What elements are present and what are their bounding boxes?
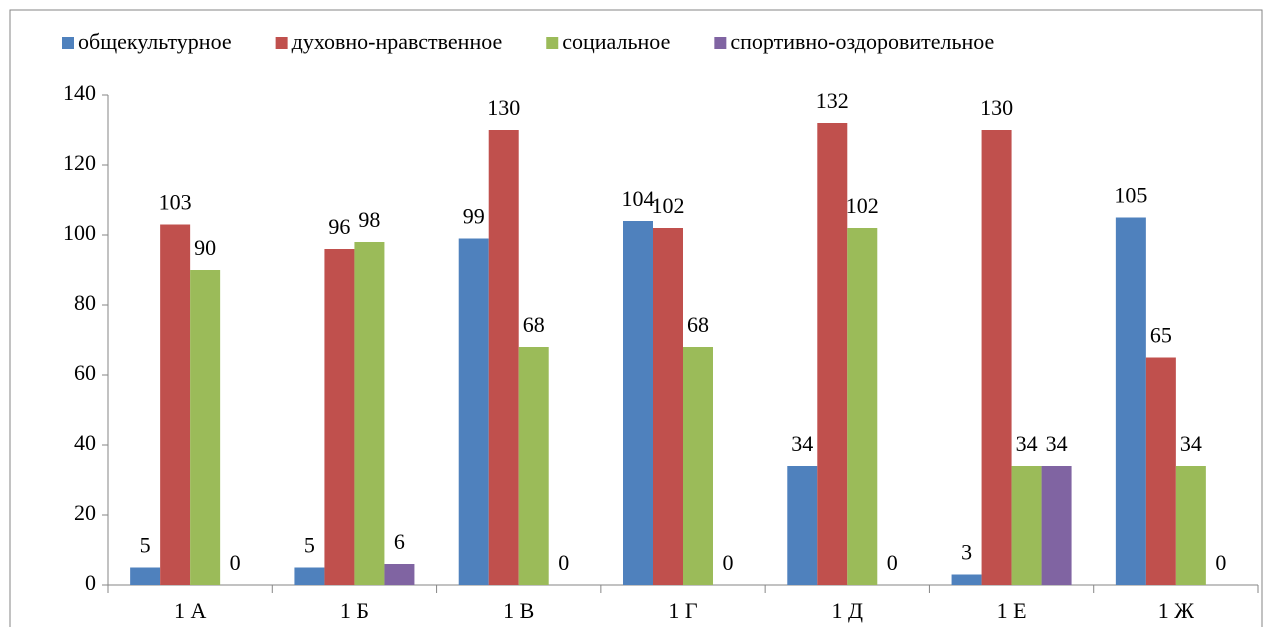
bar (160, 224, 191, 585)
bar (847, 228, 878, 585)
chart-frame (9, 9, 1263, 627)
data-label: 0 (558, 550, 569, 575)
x-tick-label: 1 Е (997, 598, 1027, 623)
data-label: 132 (816, 88, 849, 113)
legend-swatch (275, 37, 288, 49)
data-label: 103 (159, 190, 192, 215)
bar (1175, 466, 1206, 585)
bar (623, 221, 653, 585)
data-label: 65 (1150, 323, 1172, 348)
y-tick-label: 60 (74, 360, 96, 385)
y-tick-label: 80 (74, 290, 96, 315)
y-tick-label: 120 (63, 150, 96, 175)
bar (488, 130, 519, 585)
data-label: 3 (961, 540, 972, 565)
legend-swatch (62, 37, 74, 49)
data-label: 90 (194, 235, 216, 260)
bar (190, 270, 221, 585)
data-label: 0 (230, 550, 241, 575)
data-label: 6 (394, 529, 405, 554)
bar (384, 564, 415, 585)
data-label: 130 (980, 95, 1013, 120)
y-tick-label: 40 (74, 430, 96, 455)
data-label: 0 (887, 550, 898, 575)
x-tick-label: 1 А (174, 598, 207, 623)
x-tick-label: 1 Б (340, 598, 369, 623)
bar (458, 238, 489, 585)
bar (518, 347, 549, 585)
data-label: 0 (1215, 550, 1226, 575)
legend-swatch (546, 37, 559, 49)
bar (1041, 466, 1072, 585)
legend-label: социальное (562, 29, 670, 54)
data-label: 34 (1046, 431, 1068, 456)
data-label: 96 (328, 214, 350, 239)
bar (951, 574, 982, 585)
data-label: 68 (523, 312, 545, 337)
legend-label: духовно-нравственное (292, 29, 503, 54)
data-label: 99 (463, 204, 485, 229)
legend-label: спортивно-оздоровительное (730, 29, 994, 54)
x-tick-label: 1 Д (832, 598, 864, 623)
y-tick-label: 0 (85, 570, 96, 595)
bar (354, 242, 385, 585)
bar (324, 249, 355, 585)
bar (817, 123, 848, 585)
data-label: 5 (140, 533, 151, 558)
bar (981, 130, 1012, 585)
legend-label: общекультурное (78, 29, 232, 54)
data-label: 130 (487, 95, 520, 120)
bar (683, 347, 713, 585)
data-label: 34 (1180, 431, 1202, 456)
data-label: 102 (652, 193, 685, 218)
bar (294, 567, 325, 585)
bar (1115, 217, 1146, 585)
data-label: 105 (1114, 183, 1147, 208)
bar (787, 466, 818, 585)
data-label: 104 (622, 186, 655, 211)
data-label: 98 (358, 207, 380, 232)
legend-swatch (714, 37, 727, 49)
data-label: 0 (723, 550, 734, 575)
data-label: 34 (791, 431, 813, 456)
data-label: 68 (687, 312, 709, 337)
data-label: 102 (846, 193, 879, 218)
x-tick-label: 1 Ж (1158, 598, 1195, 623)
bar (1145, 357, 1176, 585)
bar (1011, 466, 1042, 585)
bar (130, 567, 161, 585)
x-tick-label: 1 Г (668, 598, 698, 623)
x-tick-label: 1 В (503, 598, 534, 623)
data-label: 34 (1016, 431, 1038, 456)
y-tick-label: 100 (63, 220, 96, 245)
bar (653, 228, 683, 585)
y-tick-label: 20 (74, 500, 96, 525)
data-label: 5 (304, 533, 315, 558)
y-tick-label: 140 (63, 80, 96, 105)
